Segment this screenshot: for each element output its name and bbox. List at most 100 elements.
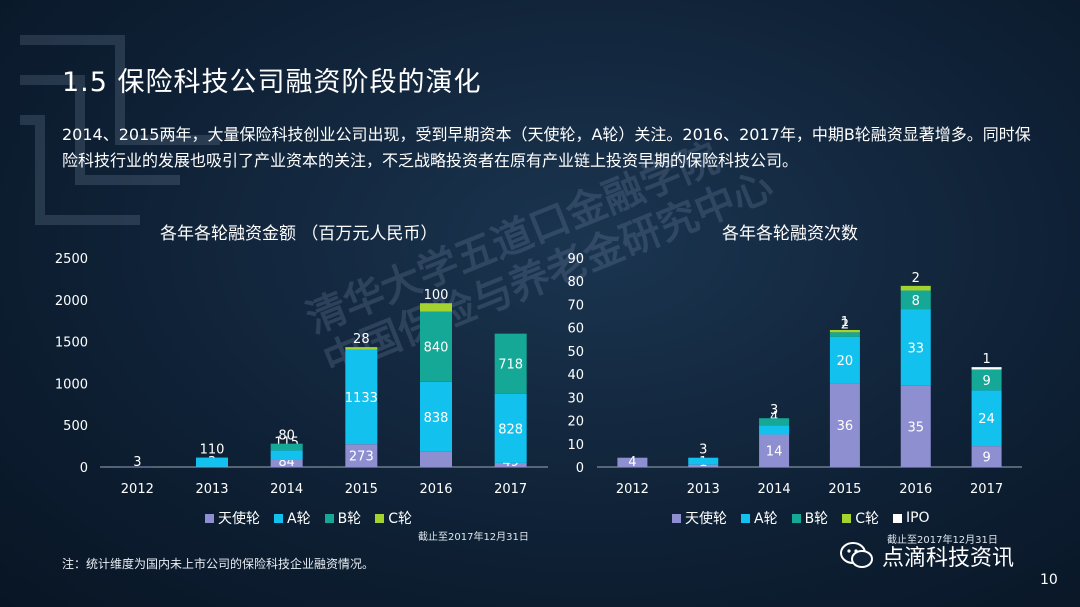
amount-legend-item: C轮	[375, 508, 412, 528]
count-legend-label: C轮	[855, 511, 879, 527]
count-xtick-label: 2016	[899, 482, 932, 497]
count-data-label: 1	[982, 352, 990, 367]
count-bar-2014-A轮	[759, 425, 790, 435]
amount-data-label: 273	[349, 450, 374, 465]
chart-amount-cutoff-note: 截止至2017年12月31日	[418, 532, 529, 543]
count-ytick-label: 80	[567, 275, 584, 290]
amount-xtick-label: 2016	[419, 482, 452, 497]
count-ytick-label: 10	[567, 438, 584, 453]
amount-data-label: 838	[424, 411, 449, 426]
count-data-label: 20	[837, 354, 854, 369]
amount-legend-swatch	[375, 513, 385, 523]
count-xtick-label: 2014	[758, 482, 791, 497]
count-data-label: 8	[912, 294, 920, 309]
amount-ytick-label: 500	[63, 419, 88, 434]
count-data-label: 14	[766, 445, 783, 460]
amount-legend-swatch	[274, 513, 283, 523]
count-data-label: 33	[907, 341, 924, 356]
count-bar-2016-B轮	[900, 290, 931, 310]
page-number: 10	[1040, 572, 1058, 588]
count-ytick-label: 90	[567, 252, 584, 267]
count-legend-label: B轮	[804, 511, 829, 527]
count-data-label: 24	[978, 412, 995, 427]
count-xtick-label: 2012	[616, 482, 649, 497]
count-ytick-label: 40	[567, 368, 584, 383]
count-data-label: 4	[628, 455, 636, 470]
count-bar-2015-B轮	[829, 332, 860, 337]
count-bar-2012-天使轮	[617, 457, 648, 467]
amount-legend-label: B轮	[337, 511, 362, 527]
amount-data-label: 80	[278, 429, 295, 444]
count-xtick-label: 2015	[828, 482, 861, 497]
count-bar-2016-天使轮	[900, 385, 931, 467]
count-legend-swatch	[741, 513, 750, 523]
count-legend-item: C轮	[842, 508, 879, 528]
amount-ytick-label: 1000	[55, 377, 88, 392]
amount-data-label: 110	[200, 443, 225, 458]
wechat-icon	[840, 542, 873, 568]
amount-xtick-label: 2015	[345, 482, 378, 497]
count-bar-2017-天使轮	[971, 446, 1002, 467]
amount-xtick-label: 2017	[494, 482, 527, 497]
count-legend-swatch	[842, 513, 852, 523]
amount-data-label: 1133	[345, 391, 378, 406]
count-legend-item: 天使轮	[672, 508, 727, 528]
count-ytick-label: 50	[567, 345, 584, 360]
count-legend-swatch	[672, 513, 681, 523]
amount-bar-2013-天使轮	[196, 466, 228, 468]
count-ytick-label: 20	[567, 415, 584, 430]
amount-bar-2013-A轮	[196, 457, 228, 467]
count-bar-2015-A轮	[829, 336, 860, 384]
amount-bar-2015-A轮	[345, 349, 378, 445]
count-data-label: 1	[841, 315, 849, 330]
count-data-label: 35	[907, 420, 924, 435]
amount-data-label: 718	[498, 358, 523, 373]
amount-ytick-label: 1500	[55, 336, 88, 351]
amount-data-label: 28	[353, 332, 370, 347]
count-bar-2014-B轮	[759, 418, 790, 426]
page-title: 1.5 保险科技公司融资阶段的演化	[62, 67, 482, 98]
amount-bar-2017-天使轮	[494, 462, 527, 467]
chart-amount-legend: 天使轮 A轮 B轮 C轮	[205, 508, 412, 528]
amount-legend-item: A轮	[274, 508, 311, 528]
count-xtick-label: 2017	[970, 482, 1003, 497]
count-data-label: 9	[982, 374, 990, 389]
amount-data-label: 100	[424, 288, 449, 303]
amount-bar-2014-B轮	[270, 443, 303, 451]
count-xtick-label: 2013	[687, 482, 720, 497]
count-data-label: 3	[699, 443, 707, 458]
amount-legend-item: 天使轮	[205, 508, 260, 528]
amount-xtick-label: 2012	[121, 482, 154, 497]
amount-legend-label: A轮	[287, 511, 311, 527]
amount-bar-2016-B轮	[420, 311, 452, 382]
amount-bar-2017-B轮	[494, 333, 527, 394]
amount-data-label: 828	[498, 422, 523, 437]
amount-bar-2016-C轮	[420, 303, 452, 312]
count-data-label: 3	[770, 403, 778, 418]
amount-ytick-label: 2500	[55, 252, 88, 267]
footnote: 注：统计维度为国内未上市公司的保险科技企业融资情况。	[62, 557, 375, 571]
description-text: 2014、2015两年，大量保险科技创业公司出现，受到早期资本（天使轮，A轮）关…	[62, 125, 1031, 170]
count-bar-2013-天使轮	[688, 464, 719, 467]
amount-data-label: 840	[424, 341, 449, 356]
amount-bar-2014-A轮	[270, 450, 303, 460]
amount-bar-2012-天使轮	[121, 466, 154, 468]
amount-ytick-label: 2000	[55, 294, 88, 309]
count-bar-2014-天使轮	[759, 434, 790, 467]
count-ytick-label: 30	[567, 391, 584, 406]
count-ytick-label: 0	[576, 461, 584, 476]
count-legend-label: 天使轮	[685, 511, 727, 527]
brand-name: 点滴科技资讯	[882, 546, 1015, 571]
amount-legend-label: 天使轮	[218, 511, 260, 527]
count-legend-label: IPO	[905, 510, 930, 526]
amount-bar-2016-A轮	[420, 381, 452, 452]
chart-count-cutoff-note: 截止至2017年12月31日	[887, 535, 998, 546]
amount-xtick-label: 2014	[270, 482, 303, 497]
count-data-label: 2	[912, 271, 920, 286]
count-data-label: 36	[837, 419, 854, 434]
amount-bar-2014-天使轮	[270, 459, 303, 467]
brand: 点滴科技资讯	[840, 540, 1014, 572]
count-bar-2016-A轮	[900, 309, 931, 386]
